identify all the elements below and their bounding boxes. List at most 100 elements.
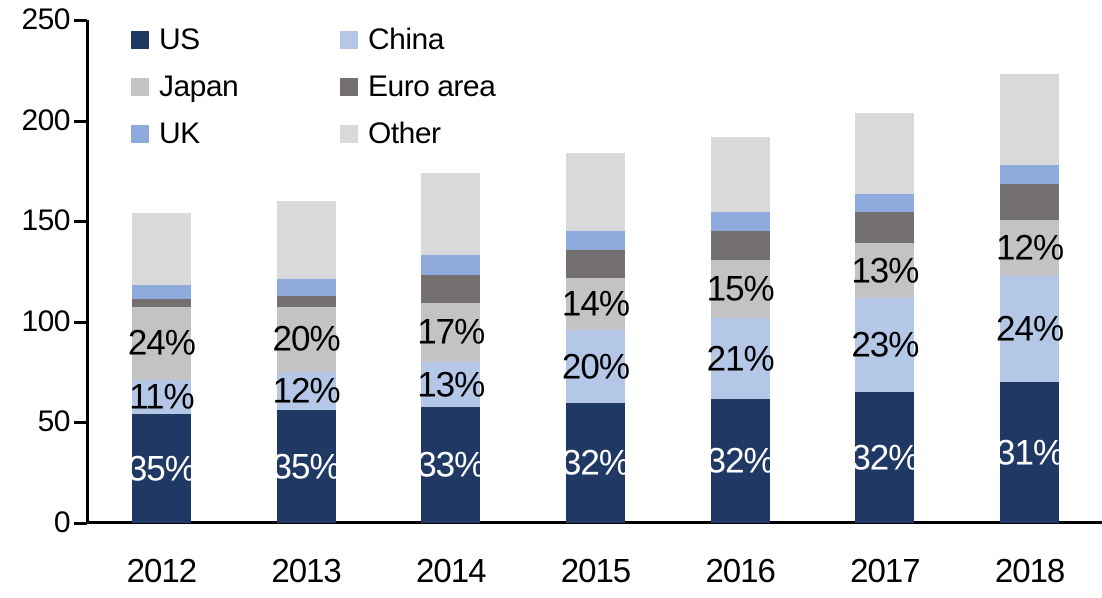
y-tick-label-0: 0 <box>53 506 71 539</box>
bar-segment-japan-2013: 20% <box>273 306 341 373</box>
bar-segment-china-2015: 20% <box>562 329 630 404</box>
bar-segment-china-2014: 13% <box>417 362 485 408</box>
segment-label-japan-2013: 20% <box>272 319 341 359</box>
bar-segment-other-2014 <box>421 172 481 256</box>
bar-segment-uk-2016 <box>710 212 770 232</box>
y-axis-line <box>86 20 89 523</box>
legend-item-china: China <box>340 23 495 57</box>
bar-segment-us-2018: 31% <box>996 382 1064 523</box>
segment-label-us-2017: 32% <box>851 438 919 478</box>
bar-2016: 32% 21% 15% <box>707 136 775 523</box>
y-tick-label-100: 100 <box>21 304 70 338</box>
legend: US China Japan Euro area UK Other <box>131 23 496 151</box>
bar-segment-uk-2015 <box>565 231 625 251</box>
y-tick-label-150: 150 <box>21 204 70 238</box>
segment-label-japan-2015: 14% <box>561 284 630 324</box>
segment-label-us-2018: 31% <box>996 433 1064 473</box>
bar-segment-us-2013: 35% <box>273 410 341 523</box>
segment-label-japan-2012: 24% <box>127 323 196 363</box>
bar-segment-china-2012: 11% <box>129 377 194 417</box>
bar-segment-uk-2012 <box>131 284 191 299</box>
bar-segment-other-2015 <box>565 152 625 232</box>
legend-swatch-japan <box>131 78 149 96</box>
bar-segment-japan-2014: 17% <box>417 302 485 363</box>
segment-label-japan-2018: 12% <box>996 228 1064 268</box>
y-tick-100 <box>74 320 87 324</box>
y-tick-label-200: 200 <box>21 103 70 137</box>
x-axis-label-2013: 2013 <box>271 552 341 589</box>
bar-segment-us-2015: 32% <box>562 403 630 523</box>
x-axis-label-2012: 2012 <box>126 552 197 589</box>
bar-segment-euro-area-2012 <box>131 298 191 307</box>
bar-segment-other-2017 <box>855 112 915 195</box>
legend-item-us: US <box>131 23 340 57</box>
y-tick-200 <box>74 119 87 123</box>
bar-segment-euro-area-2014 <box>421 274 481 303</box>
bar-2014: 33% 13% 17% <box>417 172 485 523</box>
bar-2018: 31% 24% 12% <box>996 74 1064 523</box>
segment-label-china-2017: 23% <box>851 325 919 365</box>
segment-label-japan-2014: 17% <box>417 312 485 352</box>
segment-label-us-2015: 32% <box>561 443 630 483</box>
segment-label-china-2012: 11% <box>129 377 194 417</box>
bar-segment-us-2014: 33% <box>417 407 485 523</box>
segment-label-china-2016: 21% <box>706 339 775 379</box>
bar-segment-other-2016 <box>710 136 770 213</box>
x-axis-labels: 2012 2013 2014 2015 2016 2017 2018 <box>89 553 1102 589</box>
x-axis-label-2016: 2016 <box>705 552 775 589</box>
bar-2012: 35% 11% 24% <box>128 213 196 523</box>
segment-label-us-2013: 35% <box>272 447 341 487</box>
bar-segment-euro-area-2017 <box>855 212 915 244</box>
segment-label-japan-2016: 15% <box>706 269 775 309</box>
legend-item-euro-area: Euro area <box>340 70 496 104</box>
bar-segment-other-2013 <box>276 201 336 279</box>
bar-segment-other-2012 <box>131 213 191 285</box>
legend-label-uk: UK <box>159 117 200 150</box>
legend-swatch-other <box>340 125 358 143</box>
bar-segment-china-2013: 12% <box>273 372 341 411</box>
bar-segment-euro-area-2018 <box>1000 184 1060 221</box>
y-tick-50 <box>74 421 87 425</box>
bar-segment-uk-2014 <box>421 255 481 275</box>
x-axis-label-2015: 2015 <box>560 552 631 589</box>
legend-swatch-euro-area <box>340 78 358 96</box>
legend-swatch-china <box>340 31 358 49</box>
bar-2013: 35% 12% 20% <box>273 201 341 523</box>
bar-segment-uk-2013 <box>276 278 336 296</box>
bar-segment-us-2017: 32% <box>851 392 919 523</box>
bar-segment-euro-area-2015 <box>565 250 625 278</box>
y-tick-0 <box>74 522 87 525</box>
legend-label-us: US <box>159 23 200 56</box>
bar-segment-uk-2018 <box>1000 164 1060 185</box>
bar-segment-other-2018 <box>1000 74 1060 165</box>
bar-2015: 32% 20% 14% <box>562 152 630 523</box>
y-tick-label-50: 50 <box>37 405 71 439</box>
bars-area: 35% 11% 24% 35% 12% 20% 33% 13% 17% 32% 20% 14% 32% 2… <box>89 20 1102 523</box>
y-tick-250 <box>74 19 87 22</box>
bar-segment-us-2012: 35% <box>128 414 196 523</box>
bar-segment-uk-2017 <box>855 194 915 213</box>
bar-2017: 32% 23% 13% <box>851 112 919 523</box>
segment-label-china-2018: 24% <box>996 309 1064 349</box>
segment-label-china-2014: 13% <box>417 365 485 405</box>
bar-segment-euro-area-2016 <box>710 231 770 261</box>
bar-segment-japan-2012: 24% <box>128 306 196 381</box>
legend-swatch-uk <box>131 125 149 143</box>
legend-item-japan: Japan <box>131 70 340 104</box>
segment-label-china-2015: 20% <box>561 347 630 387</box>
y-tick-label-250: 250 <box>21 3 70 36</box>
x-axis-label-2014: 2014 <box>416 552 486 589</box>
bar-segment-euro-area-2013 <box>276 295 336 307</box>
bar-segment-china-2018: 24% <box>996 275 1064 383</box>
bar-segment-china-2017: 23% <box>851 297 919 393</box>
bar-segment-japan-2016: 15% <box>707 260 775 318</box>
legend-item-uk: UK <box>131 117 340 151</box>
legend-label-japan: Japan <box>159 70 239 103</box>
legend-item-other: Other <box>340 117 495 151</box>
segment-label-us-2014: 33% <box>417 445 485 485</box>
legend-swatch-us <box>131 31 149 49</box>
legend-label-other: Other <box>368 117 441 150</box>
bar-segment-china-2016: 21% <box>707 317 775 400</box>
bar-segment-japan-2017: 13% <box>851 243 919 298</box>
